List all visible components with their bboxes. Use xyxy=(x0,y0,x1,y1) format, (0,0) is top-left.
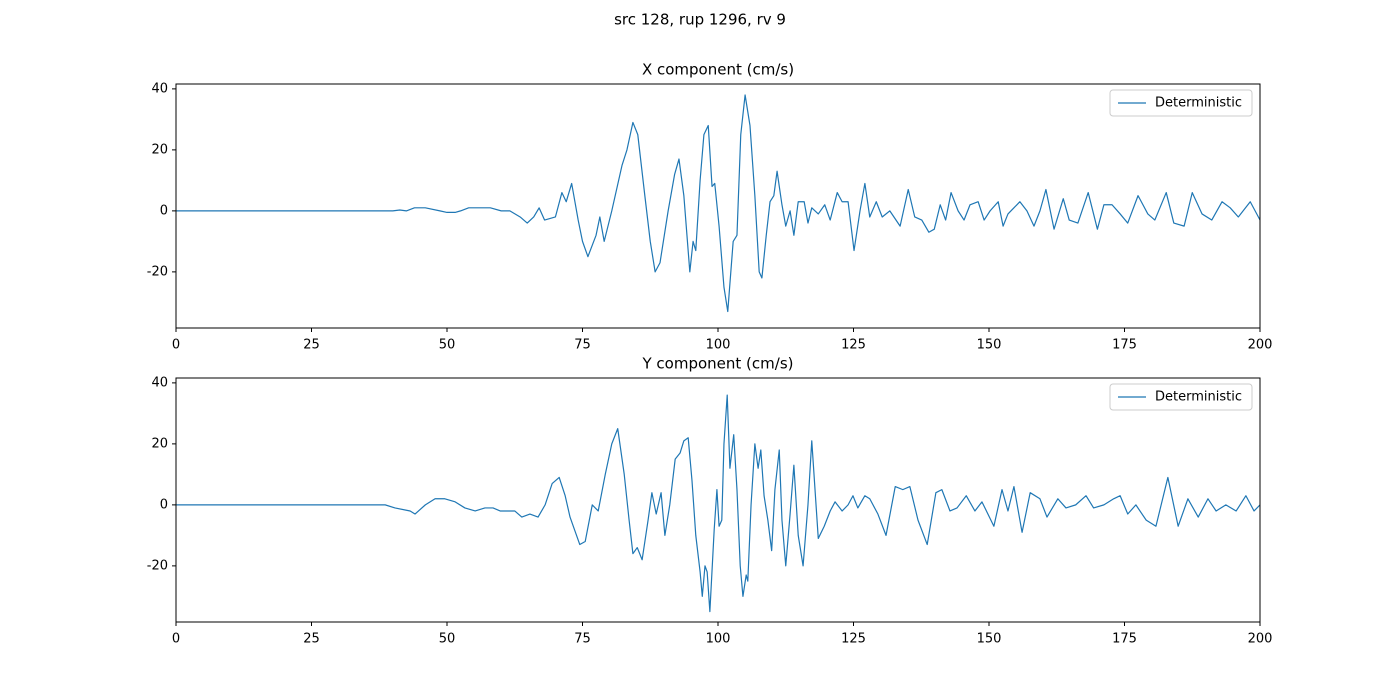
x-tick-label: 25 xyxy=(303,632,320,647)
x-tick-label: 175 xyxy=(1112,338,1137,353)
legend-label: Deterministic xyxy=(1155,96,1242,111)
y-tick-label: -20 xyxy=(147,264,168,279)
x-tick-label: 50 xyxy=(439,338,456,353)
y-tick-label: -20 xyxy=(147,558,168,573)
x-tick-label: 100 xyxy=(706,632,731,647)
x-tick-label: 175 xyxy=(1112,632,1137,647)
subplot: Y component (cm/s)0 25 50 75 100 125 150 175 200… xyxy=(147,355,1273,647)
x-tick-label: 150 xyxy=(977,632,1002,647)
axes-frame xyxy=(175,83,1261,329)
y-tick-label: 40 xyxy=(151,81,168,96)
legend: Deterministic xyxy=(1109,383,1253,411)
legend-box xyxy=(1109,383,1253,411)
y-tick-label: 0 xyxy=(160,203,168,218)
legend: Deterministic xyxy=(1109,89,1253,117)
data-line xyxy=(176,94,1261,313)
legend-box xyxy=(1109,89,1253,117)
y-tick-label: 40 xyxy=(151,375,168,390)
x-tick-label: 75 xyxy=(574,338,591,353)
legend-label: Deterministic xyxy=(1155,390,1242,405)
figure-title: src 128, rup 1296, rv 9 xyxy=(614,11,786,29)
x-tick-label: 50 xyxy=(439,632,456,647)
x-tick-label: 200 xyxy=(1248,632,1273,647)
x-tick-label: 150 xyxy=(977,338,1002,353)
x-tick-label: 100 xyxy=(706,338,731,353)
subplot-title: X component (cm/s) xyxy=(642,61,794,79)
y-tick-label: 20 xyxy=(151,142,168,157)
x-tick-label: 0 xyxy=(172,338,180,353)
x-tick-label: 200 xyxy=(1248,338,1273,353)
y-tick-label: 20 xyxy=(151,436,168,451)
subplot-title: Y component (cm/s) xyxy=(642,355,794,373)
subplot: X component (cm/s)0 25 50 75 100 125 150 175 200… xyxy=(147,61,1273,353)
x-tick-label: 75 xyxy=(574,632,591,647)
x-tick-label: 0 xyxy=(172,632,180,647)
y-tick-label: 0 xyxy=(160,497,168,512)
data-line xyxy=(176,394,1261,613)
x-tick-label: 125 xyxy=(841,632,866,647)
x-tick-label: 25 xyxy=(303,338,320,353)
axes-frame xyxy=(175,377,1261,623)
x-tick-label: 125 xyxy=(841,338,866,353)
